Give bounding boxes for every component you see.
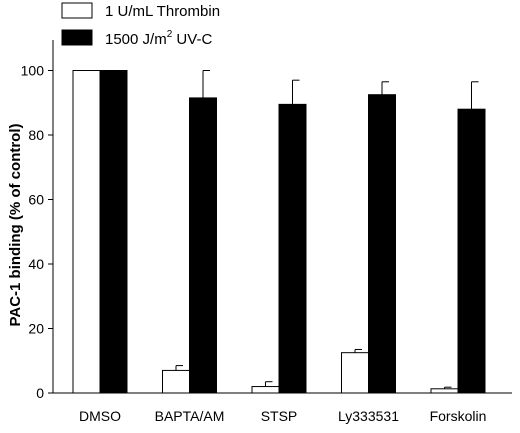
bar-uvc-2 — [278, 103, 307, 394]
x-tick-label: DMSO — [79, 408, 121, 424]
y-ticks: 0 20 40 60 80 100 — [21, 63, 53, 401]
legend-uvc-tail: UV-C — [172, 31, 212, 48]
bar-uvc-0 — [99, 70, 128, 394]
bar-uvc-3 — [368, 94, 396, 394]
y-tick-label: 60 — [28, 192, 44, 208]
legend-label-thrombin: 1 U/mL Thrombin — [105, 3, 220, 20]
error-bars — [175, 70, 479, 389]
bar-thrombin-2 — [251, 386, 280, 394]
bar-thrombin-0 — [72, 70, 101, 394]
y-tick-label: 20 — [28, 321, 44, 337]
y-tick-label: 100 — [21, 63, 45, 79]
legend-uvc-sup: 2 — [167, 29, 173, 40]
bar-thrombin-3 — [341, 352, 369, 394]
legend-uvc-main: 1500 J/m — [105, 31, 167, 48]
bars — [72, 70, 486, 394]
legend-swatch-uvc — [61, 29, 93, 46]
x-tick-labels: DMSO BAPTA/AM STSP Ly333531 Forskolin — [79, 408, 486, 424]
x-tick-label: BAPTA/AM — [155, 408, 225, 424]
y-axis-title: PAC-1 binding (% of control) — [7, 123, 24, 326]
bar-thrombin-1 — [162, 369, 190, 394]
bar-uvc-1 — [189, 97, 217, 394]
x-tick-label: STSP — [261, 408, 298, 424]
x-tick-label: Ly333531 — [338, 408, 399, 424]
bar-uvc-4 — [457, 108, 486, 394]
y-tick-label: 0 — [36, 385, 44, 401]
legend-swatch-thrombin — [61, 2, 93, 19]
legend-label-uvc: 1500 J/m2 UV-C — [105, 29, 212, 48]
bar-thrombin-4 — [430, 388, 459, 394]
y-tick-label: 80 — [28, 127, 44, 143]
legend: 1 U/mL Thrombin 1500 J/m2 UV-C — [61, 2, 220, 48]
y-tick-label: 40 — [28, 256, 44, 272]
x-tick-label: Forskolin — [430, 408, 487, 424]
